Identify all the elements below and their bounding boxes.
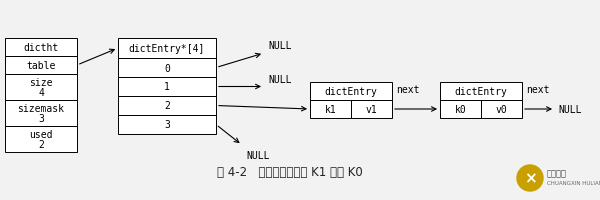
Text: dictEntry: dictEntry	[325, 87, 377, 97]
Text: NULL: NULL	[268, 75, 292, 85]
Text: table: table	[26, 61, 56, 71]
Bar	[440, 100, 481, 118]
Text: 图 4-2   连接在一起的键 K1 和键 K0: 图 4-2 连接在一起的键 K1 和键 K0	[217, 166, 363, 179]
Bar	[351, 100, 392, 118]
Bar	[5, 39, 77, 57]
Text: 2: 2	[164, 101, 170, 111]
Text: 创新互联: 创新互联	[547, 169, 567, 178]
Bar	[310, 83, 392, 100]
Circle shape	[517, 165, 543, 191]
Text: v0: v0	[496, 104, 508, 114]
Text: NULL: NULL	[268, 41, 292, 51]
Bar	[118, 97, 216, 115]
Text: dictht: dictht	[23, 43, 59, 53]
Bar	[118, 59, 216, 78]
Text: next: next	[526, 85, 550, 95]
Bar	[118, 39, 216, 59]
Bar	[5, 100, 77, 126]
Text: 0: 0	[164, 63, 170, 73]
Text: k0: k0	[455, 104, 466, 114]
Text: k1: k1	[325, 104, 337, 114]
Text: CHUANGXIN HULIAN: CHUANGXIN HULIAN	[547, 181, 600, 186]
Text: 1: 1	[164, 82, 170, 92]
Text: dictEntry: dictEntry	[455, 87, 508, 97]
Bar	[5, 57, 77, 75]
Bar	[310, 100, 351, 118]
Bar	[118, 115, 216, 134]
Bar	[5, 75, 77, 100]
Bar	[5, 126, 77, 152]
Text: v1: v1	[365, 104, 377, 114]
Text: NULL: NULL	[558, 104, 581, 114]
Bar	[440, 83, 522, 100]
Text: ×: ×	[524, 171, 536, 186]
Text: NULL: NULL	[246, 150, 269, 160]
Text: size
4: size 4	[29, 77, 53, 98]
Text: dictEntry*[4]: dictEntry*[4]	[129, 44, 205, 54]
Text: 3: 3	[164, 120, 170, 130]
Text: next: next	[396, 85, 419, 95]
Bar	[481, 100, 522, 118]
Text: used
2: used 2	[29, 129, 53, 150]
Bar	[118, 78, 216, 97]
Text: sizemask
3: sizemask 3	[17, 103, 65, 124]
